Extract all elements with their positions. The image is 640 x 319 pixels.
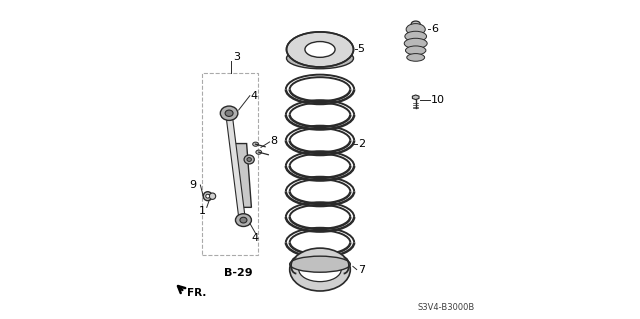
- Text: 4: 4: [250, 91, 257, 101]
- Ellipse shape: [206, 194, 210, 198]
- Text: 10: 10: [431, 95, 445, 106]
- Ellipse shape: [405, 31, 426, 41]
- Ellipse shape: [290, 248, 350, 291]
- Bar: [202, 73, 258, 255]
- Text: 5: 5: [358, 44, 365, 55]
- Ellipse shape: [299, 257, 341, 282]
- Ellipse shape: [256, 150, 262, 154]
- Text: FR.: FR.: [187, 288, 206, 299]
- Ellipse shape: [236, 214, 252, 226]
- Text: 3: 3: [234, 52, 241, 63]
- Polygon shape: [412, 95, 419, 100]
- Ellipse shape: [407, 54, 424, 61]
- Text: 4: 4: [252, 233, 259, 243]
- Text: S3V4-B3000B: S3V4-B3000B: [417, 303, 475, 312]
- Ellipse shape: [225, 110, 233, 116]
- Text: 6: 6: [431, 24, 438, 34]
- Ellipse shape: [220, 106, 238, 121]
- Ellipse shape: [253, 142, 259, 146]
- Text: 1: 1: [199, 205, 206, 216]
- Ellipse shape: [244, 155, 254, 164]
- Ellipse shape: [404, 38, 427, 48]
- Text: 9: 9: [189, 180, 196, 190]
- Polygon shape: [234, 144, 252, 207]
- Ellipse shape: [406, 24, 425, 35]
- Ellipse shape: [412, 21, 420, 27]
- Ellipse shape: [290, 256, 350, 272]
- Ellipse shape: [406, 46, 426, 55]
- Ellipse shape: [247, 158, 252, 161]
- Text: B-29: B-29: [225, 268, 253, 278]
- Text: 8: 8: [270, 136, 277, 146]
- Ellipse shape: [204, 192, 212, 201]
- Polygon shape: [226, 115, 245, 217]
- Ellipse shape: [287, 48, 353, 69]
- Ellipse shape: [305, 41, 335, 57]
- Ellipse shape: [287, 32, 353, 67]
- Ellipse shape: [240, 217, 247, 223]
- Text: 2: 2: [358, 138, 365, 149]
- Ellipse shape: [209, 193, 216, 199]
- Text: 7: 7: [358, 264, 365, 275]
